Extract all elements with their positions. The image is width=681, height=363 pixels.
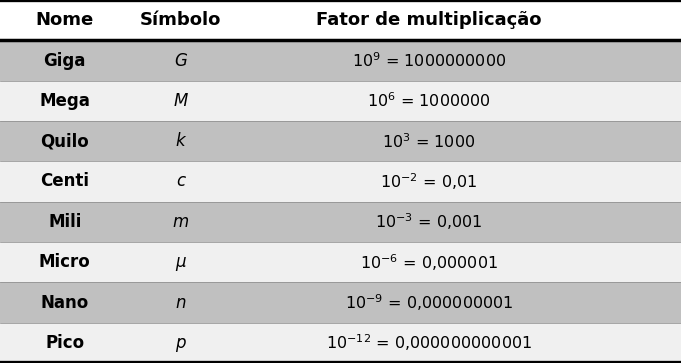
Text: c: c [176,172,185,191]
Text: M: M [173,92,188,110]
Bar [0,202,681,242]
Text: p: p [175,334,186,352]
Bar [0,282,681,323]
Text: Pico: Pico [45,334,84,352]
Text: Mili: Mili [48,213,82,231]
Text: Giga: Giga [44,52,86,69]
Text: Nano: Nano [41,294,89,311]
Text: Mega: Mega [39,92,90,110]
Text: $10^{6}$ = 1000000: $10^{6}$ = 1000000 [367,91,491,110]
Text: Quilo: Quilo [40,132,89,150]
Text: $10^{-3}$ = 0,001: $10^{-3}$ = 0,001 [375,212,483,232]
Text: $10^{-2}$ = 0,01: $10^{-2}$ = 0,01 [381,171,477,192]
Text: $10^{-9}$ = 0,000000001: $10^{-9}$ = 0,000000001 [345,292,513,313]
Bar [0,81,681,121]
Text: Fator de multiplicação: Fator de multiplicação [316,11,542,29]
Text: n: n [175,294,186,311]
Text: Símbolo: Símbolo [140,11,221,29]
Text: μ: μ [175,253,186,271]
Bar [0,121,681,161]
Text: G: G [174,52,187,69]
Text: Nome: Nome [35,11,94,29]
Text: k: k [176,132,185,150]
Bar [0,161,681,202]
Text: Centi: Centi [40,172,89,191]
Bar [0,323,681,363]
Text: $10^{-6}$ = 0,000001: $10^{-6}$ = 0,000001 [360,252,498,273]
Text: $10^{3}$ = 1000: $10^{3}$ = 1000 [383,132,475,151]
Text: $10^{-12}$ = 0,000000000001: $10^{-12}$ = 0,000000000001 [326,333,532,353]
Text: $10^{9}$ = 1000000000: $10^{9}$ = 1000000000 [352,51,506,70]
Bar [0,242,681,282]
Bar [0,40,681,81]
Text: m: m [172,213,189,231]
Text: Micro: Micro [39,253,91,271]
Bar [0,0,681,40]
